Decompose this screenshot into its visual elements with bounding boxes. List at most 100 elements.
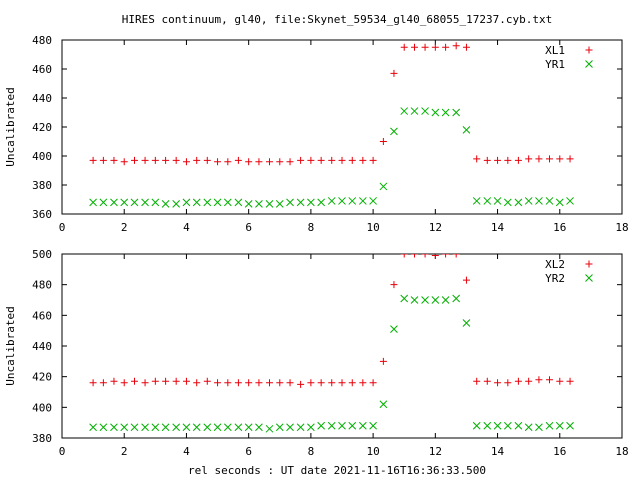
data-point-YR2 <box>307 423 315 432</box>
data-point-YR1 <box>524 197 533 205</box>
data-point-YR2 <box>555 421 564 430</box>
data-point-XL2 <box>390 281 398 289</box>
y-tick-label: 440 <box>32 92 52 105</box>
y-tick-label: 480 <box>32 279 52 292</box>
data-point-XL2 <box>442 254 450 258</box>
data-point-XL2 <box>182 377 190 385</box>
data-point-XL2 <box>328 379 336 387</box>
data-point-XL1 <box>203 156 211 164</box>
y-tick-label: 420 <box>32 121 52 134</box>
data-point-YR1 <box>503 198 512 207</box>
legend-marker <box>585 274 593 282</box>
data-point-YR1 <box>141 198 149 207</box>
data-point-YR2 <box>452 294 461 303</box>
data-point-XL1 <box>110 156 118 164</box>
data-point-YR2 <box>120 423 129 432</box>
data-point-XL1 <box>473 155 481 163</box>
data-point-YR1 <box>514 198 523 207</box>
data-point-XL2 <box>410 254 418 258</box>
data-point-YR1 <box>379 182 388 191</box>
data-point-XL2 <box>234 379 242 387</box>
data-point-YR1 <box>555 198 564 207</box>
data-point-YR2 <box>265 424 274 433</box>
data-point-YR1 <box>421 107 429 115</box>
data-point-YR2 <box>182 423 191 432</box>
data-point-YR1 <box>255 199 263 208</box>
data-point-XL1 <box>442 43 450 51</box>
data-point-YR2 <box>244 423 253 432</box>
data-point-XL2 <box>546 376 554 384</box>
chart-title: HIRES continuum, gl40, file:Skynet_59534… <box>122 13 552 26</box>
x-tick-label: 14 <box>491 221 505 234</box>
y-tick-label: 460 <box>32 309 52 322</box>
data-point-XL2 <box>535 376 543 384</box>
x-tick-label: 6 <box>245 221 252 234</box>
data-point-XL1 <box>234 156 242 164</box>
data-point-XL1 <box>514 156 522 164</box>
data-point-YR1 <box>307 198 315 207</box>
x-tick-label: 6 <box>245 445 252 458</box>
data-point-XL1 <box>99 156 107 164</box>
data-point-XL1 <box>224 158 232 166</box>
y-tick-label: 500 <box>32 248 52 261</box>
data-point-XL2 <box>203 377 211 385</box>
data-point-YR2 <box>213 423 222 432</box>
x-tick-label: 14 <box>491 445 505 458</box>
data-point-YR1 <box>358 197 367 205</box>
x-tick-label: 18 <box>615 221 628 234</box>
data-point-XL1 <box>369 156 377 164</box>
y-tick-label: 380 <box>32 179 52 192</box>
data-point-XL1 <box>410 43 418 51</box>
x-tick-label: 4 <box>183 445 190 458</box>
data-point-XL2 <box>514 377 522 385</box>
data-point-YR2 <box>203 423 212 432</box>
data-point-YR1 <box>472 197 481 205</box>
data-point-YR2 <box>390 325 398 333</box>
data-point-XL2 <box>525 377 533 385</box>
x-tick-label: 12 <box>429 221 442 234</box>
data-point-XL1 <box>151 156 159 164</box>
data-point-XL1 <box>504 156 512 164</box>
data-point-YR2 <box>89 423 97 432</box>
data-point-XL2 <box>338 379 346 387</box>
data-point-YR1 <box>390 127 398 136</box>
data-point-XL1 <box>338 156 346 164</box>
data-point-YR1 <box>110 198 118 207</box>
data-point-YR1 <box>566 197 574 205</box>
data-point-YR2 <box>317 421 326 430</box>
y-tick-label: 380 <box>32 432 52 445</box>
data-point-XL1 <box>483 156 491 164</box>
data-point-YR2 <box>493 421 502 430</box>
y-tick-label: 420 <box>32 371 52 384</box>
x-tick-label: 0 <box>59 221 66 234</box>
chart-panel-1: 0 2 4 6 8 10 12 14 16 18 360 380 400 420 440 460 480 Unca… <box>4 34 629 234</box>
data-point-XL1 <box>494 156 502 164</box>
x-tick-label: 18 <box>615 445 628 458</box>
data-point-XL2 <box>483 377 491 385</box>
data-point-XL1 <box>390 69 398 77</box>
data-point-XL1 <box>400 43 408 51</box>
data-point-XL1 <box>307 156 315 164</box>
legend-marker <box>585 46 593 54</box>
data-point-XL1 <box>317 156 325 164</box>
series-XL2 <box>89 254 574 388</box>
data-point-XL2 <box>172 377 180 385</box>
data-point-XL1 <box>328 156 336 164</box>
data-point-YR1 <box>369 197 377 205</box>
data-point-YR1 <box>338 197 346 205</box>
data-point-XL2 <box>348 379 356 387</box>
data-point-YR2 <box>130 423 139 432</box>
y-axis-label: Uncalibrated <box>4 306 17 385</box>
y-tick-label: 440 <box>32 340 52 353</box>
data-point-YR2 <box>379 400 388 409</box>
series-XL1 <box>89 42 574 166</box>
data-point-XL1 <box>421 43 429 51</box>
data-point-XL1 <box>162 156 170 164</box>
data-point-XL1 <box>452 42 460 50</box>
data-point-XL2 <box>359 379 367 387</box>
data-point-XL1 <box>535 155 543 163</box>
data-point-YR2 <box>535 423 543 432</box>
data-point-XL1 <box>297 156 305 164</box>
data-point-XL1 <box>276 158 284 166</box>
